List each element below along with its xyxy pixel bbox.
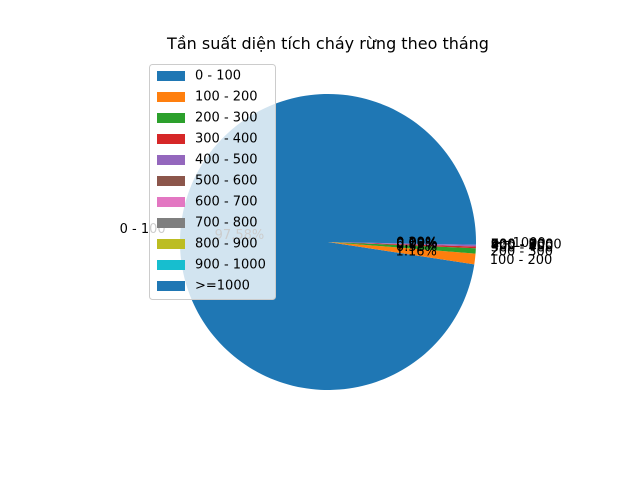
legend-items: 0 - 100 100 - 200 200 - 300 300 - 400 400 - … — [157, 69, 266, 294]
percent-label-400-500: 0.19% — [396, 237, 437, 252]
percent-label-900-1000: 0.00% — [396, 236, 437, 251]
pie-slice-300-400 — [328, 242, 476, 249]
percent-label-100-200: 1.16% — [396, 245, 437, 260]
legend-swatch-1000 — [157, 281, 185, 291]
percent-label-500-600: 0.00% — [396, 236, 437, 251]
category-label-100-200: 100 - 200 — [490, 253, 553, 268]
legend-label-500-600: 500 - 600 — [195, 174, 258, 189]
legend-swatch-200-300 — [157, 113, 185, 123]
legend-swatch-300-400 — [157, 134, 185, 144]
legend-swatch-500-600 — [157, 176, 185, 186]
legend: 0 - 100 100 - 200 200 - 300 300 - 400 400 - … — [149, 64, 276, 300]
legend-swatch-400-500 — [157, 155, 185, 165]
pie-slice-200-300 — [328, 242, 476, 254]
legend-label-300-400: 300 - 400 — [195, 132, 258, 147]
legend-swatch-600-700 — [157, 197, 185, 207]
percent-labels: 97.58%1.16%0.58%0.19%0.19%0.00%0.00%0.00… — [215, 228, 438, 260]
percent-label-300-400: 0.19% — [396, 238, 437, 253]
legend-label-100-200: 100 - 200 — [195, 90, 258, 105]
legend-label-200-300: 200 - 300 — [195, 111, 258, 126]
legend-swatch-900-1000 — [157, 260, 185, 270]
pie-slice-1000 — [328, 242, 476, 245]
category-label-700-800: 700 - 800 — [491, 237, 554, 252]
legend-label-800-900: 800 - 900 — [195, 237, 258, 252]
legend-swatch-800-900 — [157, 239, 185, 249]
legend-label-0-100: 0 - 100 — [195, 69, 241, 84]
category-label-800-900: 800 - 900 — [491, 237, 554, 252]
legend-label-1000: >=1000 — [195, 279, 250, 294]
percent-label-600-700: 0.00% — [396, 236, 437, 251]
category-label-1000: >=1000 — [491, 236, 546, 251]
percent-label-1000: 0.29% — [396, 235, 437, 250]
legend-swatch-100-200 — [157, 92, 185, 102]
chart-title: Tần suất diện tích cháy rừng theo tháng — [166, 34, 489, 53]
category-label-500-600: 500 - 600 — [491, 237, 554, 252]
legend-label-600-700: 600 - 700 — [195, 195, 258, 210]
legend-label-400-500: 400 - 500 — [195, 153, 258, 168]
pie-slice-100-200 — [328, 242, 476, 265]
pie-slice-400-500 — [328, 242, 476, 247]
legend-swatch-0-100 — [157, 71, 185, 81]
legend-label-900-1000: 900 - 1000 — [195, 258, 266, 273]
legend-label-700-800: 700 - 800 — [195, 216, 258, 231]
percent-label-800-900: 0.00% — [396, 236, 437, 251]
category-label-600-700: 600 - 700 — [491, 237, 554, 252]
percent-label-200-300: 0.58% — [396, 240, 437, 255]
category-label-900-1000: 900 - 1000 — [491, 237, 562, 252]
legend-swatch-700-800 — [157, 218, 185, 228]
category-label-300-400: 300 - 400 — [491, 240, 554, 255]
category-label-200-300: 200 - 300 — [491, 244, 554, 259]
category-label-400-500: 400 - 500 — [491, 238, 554, 253]
percent-label-700-800: 0.00% — [396, 236, 437, 251]
